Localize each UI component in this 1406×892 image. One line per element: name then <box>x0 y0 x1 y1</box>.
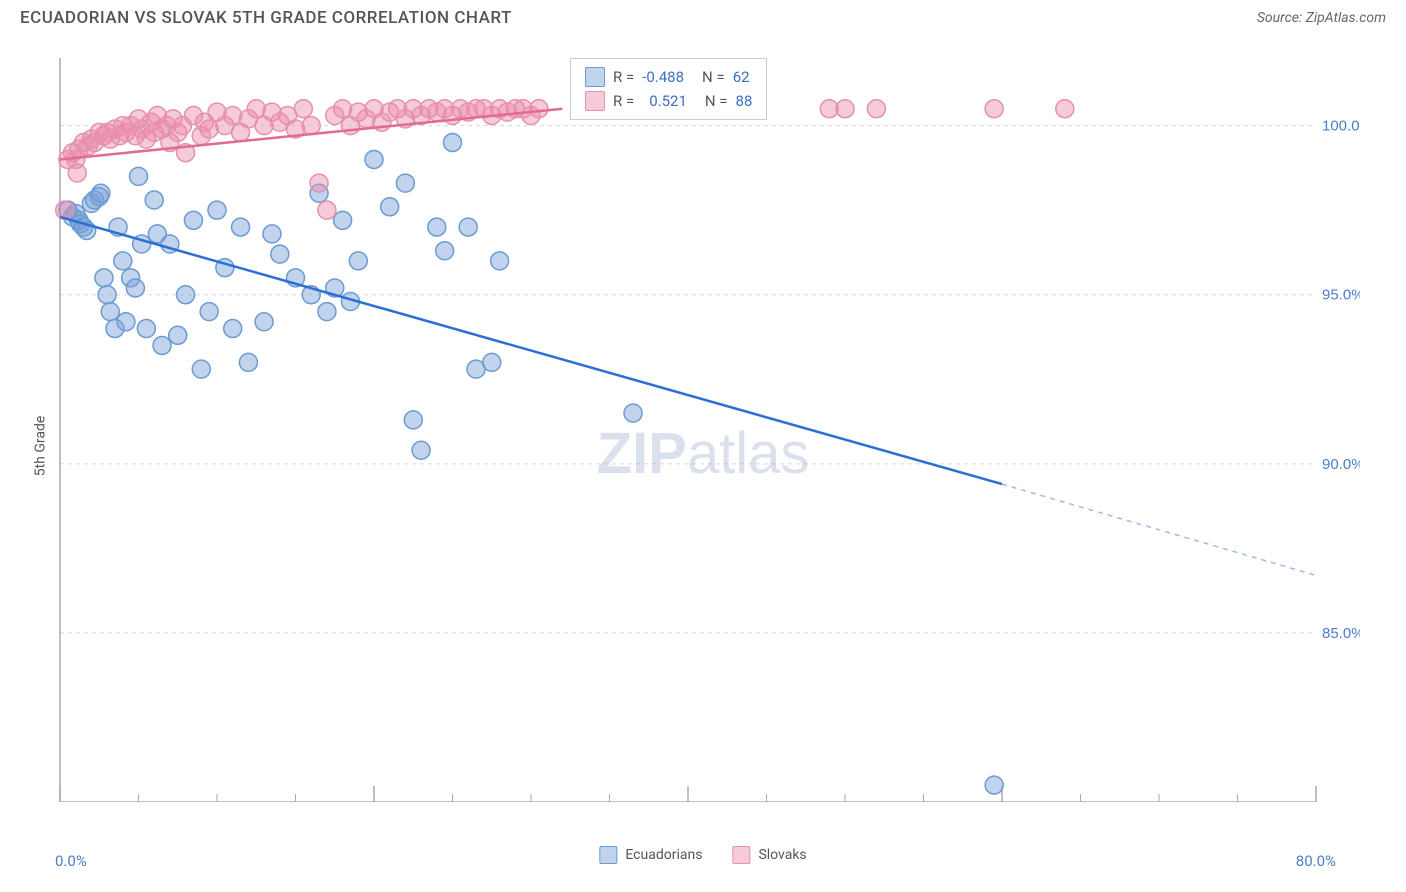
stats-swatch-icon <box>585 91 605 111</box>
stats-n-label: N = <box>702 65 725 89</box>
stats-r-value: -0.488 <box>642 65 684 89</box>
legend-swatch-icon <box>732 846 750 864</box>
stats-n-label: N = <box>705 89 728 113</box>
chart-header: ECUADORIAN VS SLOVAK 5TH GRADE CORRELATI… <box>0 0 1406 32</box>
stats-n-value: 88 <box>736 89 753 113</box>
stats-swatch-icon <box>585 67 605 87</box>
legend-item-slovaks: Slovaks <box>732 846 806 864</box>
stats-row-ecuadorians: R = -0.488 N = 62 <box>585 65 752 89</box>
legend-swatch-icon <box>599 846 617 864</box>
chart-source: Source: ZipAtlas.com <box>1257 10 1386 26</box>
stats-r-value: 0.521 <box>649 89 687 113</box>
svg-text:90.0%: 90.0% <box>1322 456 1360 473</box>
stats-r-label: R = <box>613 89 634 113</box>
scatter-chart: 100.0% 95.0% 90.0% 85.0% <box>50 50 1360 802</box>
x-axis-min-label: 0.0% <box>55 852 87 870</box>
svg-text:100.0%: 100.0% <box>1322 118 1360 135</box>
stats-r-label: R = <box>613 65 634 89</box>
chart-container: 100.0% 95.0% 90.0% 85.0% <box>50 50 1386 832</box>
legend-item-ecuadorians: Ecuadorians <box>599 846 702 864</box>
chart-title: ECUADORIAN VS SLOVAK 5TH GRADE CORRELATI… <box>20 8 512 28</box>
x-axis-max-label: 80.0% <box>1296 852 1336 870</box>
legend-label: Ecuadorians <box>625 847 702 863</box>
stats-n-value: 62 <box>733 65 750 89</box>
legend-label: Slovaks <box>758 847 806 863</box>
stats-row-slovaks: R = 0.521 N = 88 <box>585 89 752 113</box>
stats-legend-box: R = -0.488 N = 62 R = 0.521 N = 88 <box>570 58 767 120</box>
legend-bottom: Ecuadorians Slovaks <box>599 846 806 864</box>
svg-text:85.0%: 85.0% <box>1322 625 1360 642</box>
svg-text:95.0%: 95.0% <box>1322 287 1360 304</box>
y-axis-label: 5th Grade <box>32 416 48 477</box>
